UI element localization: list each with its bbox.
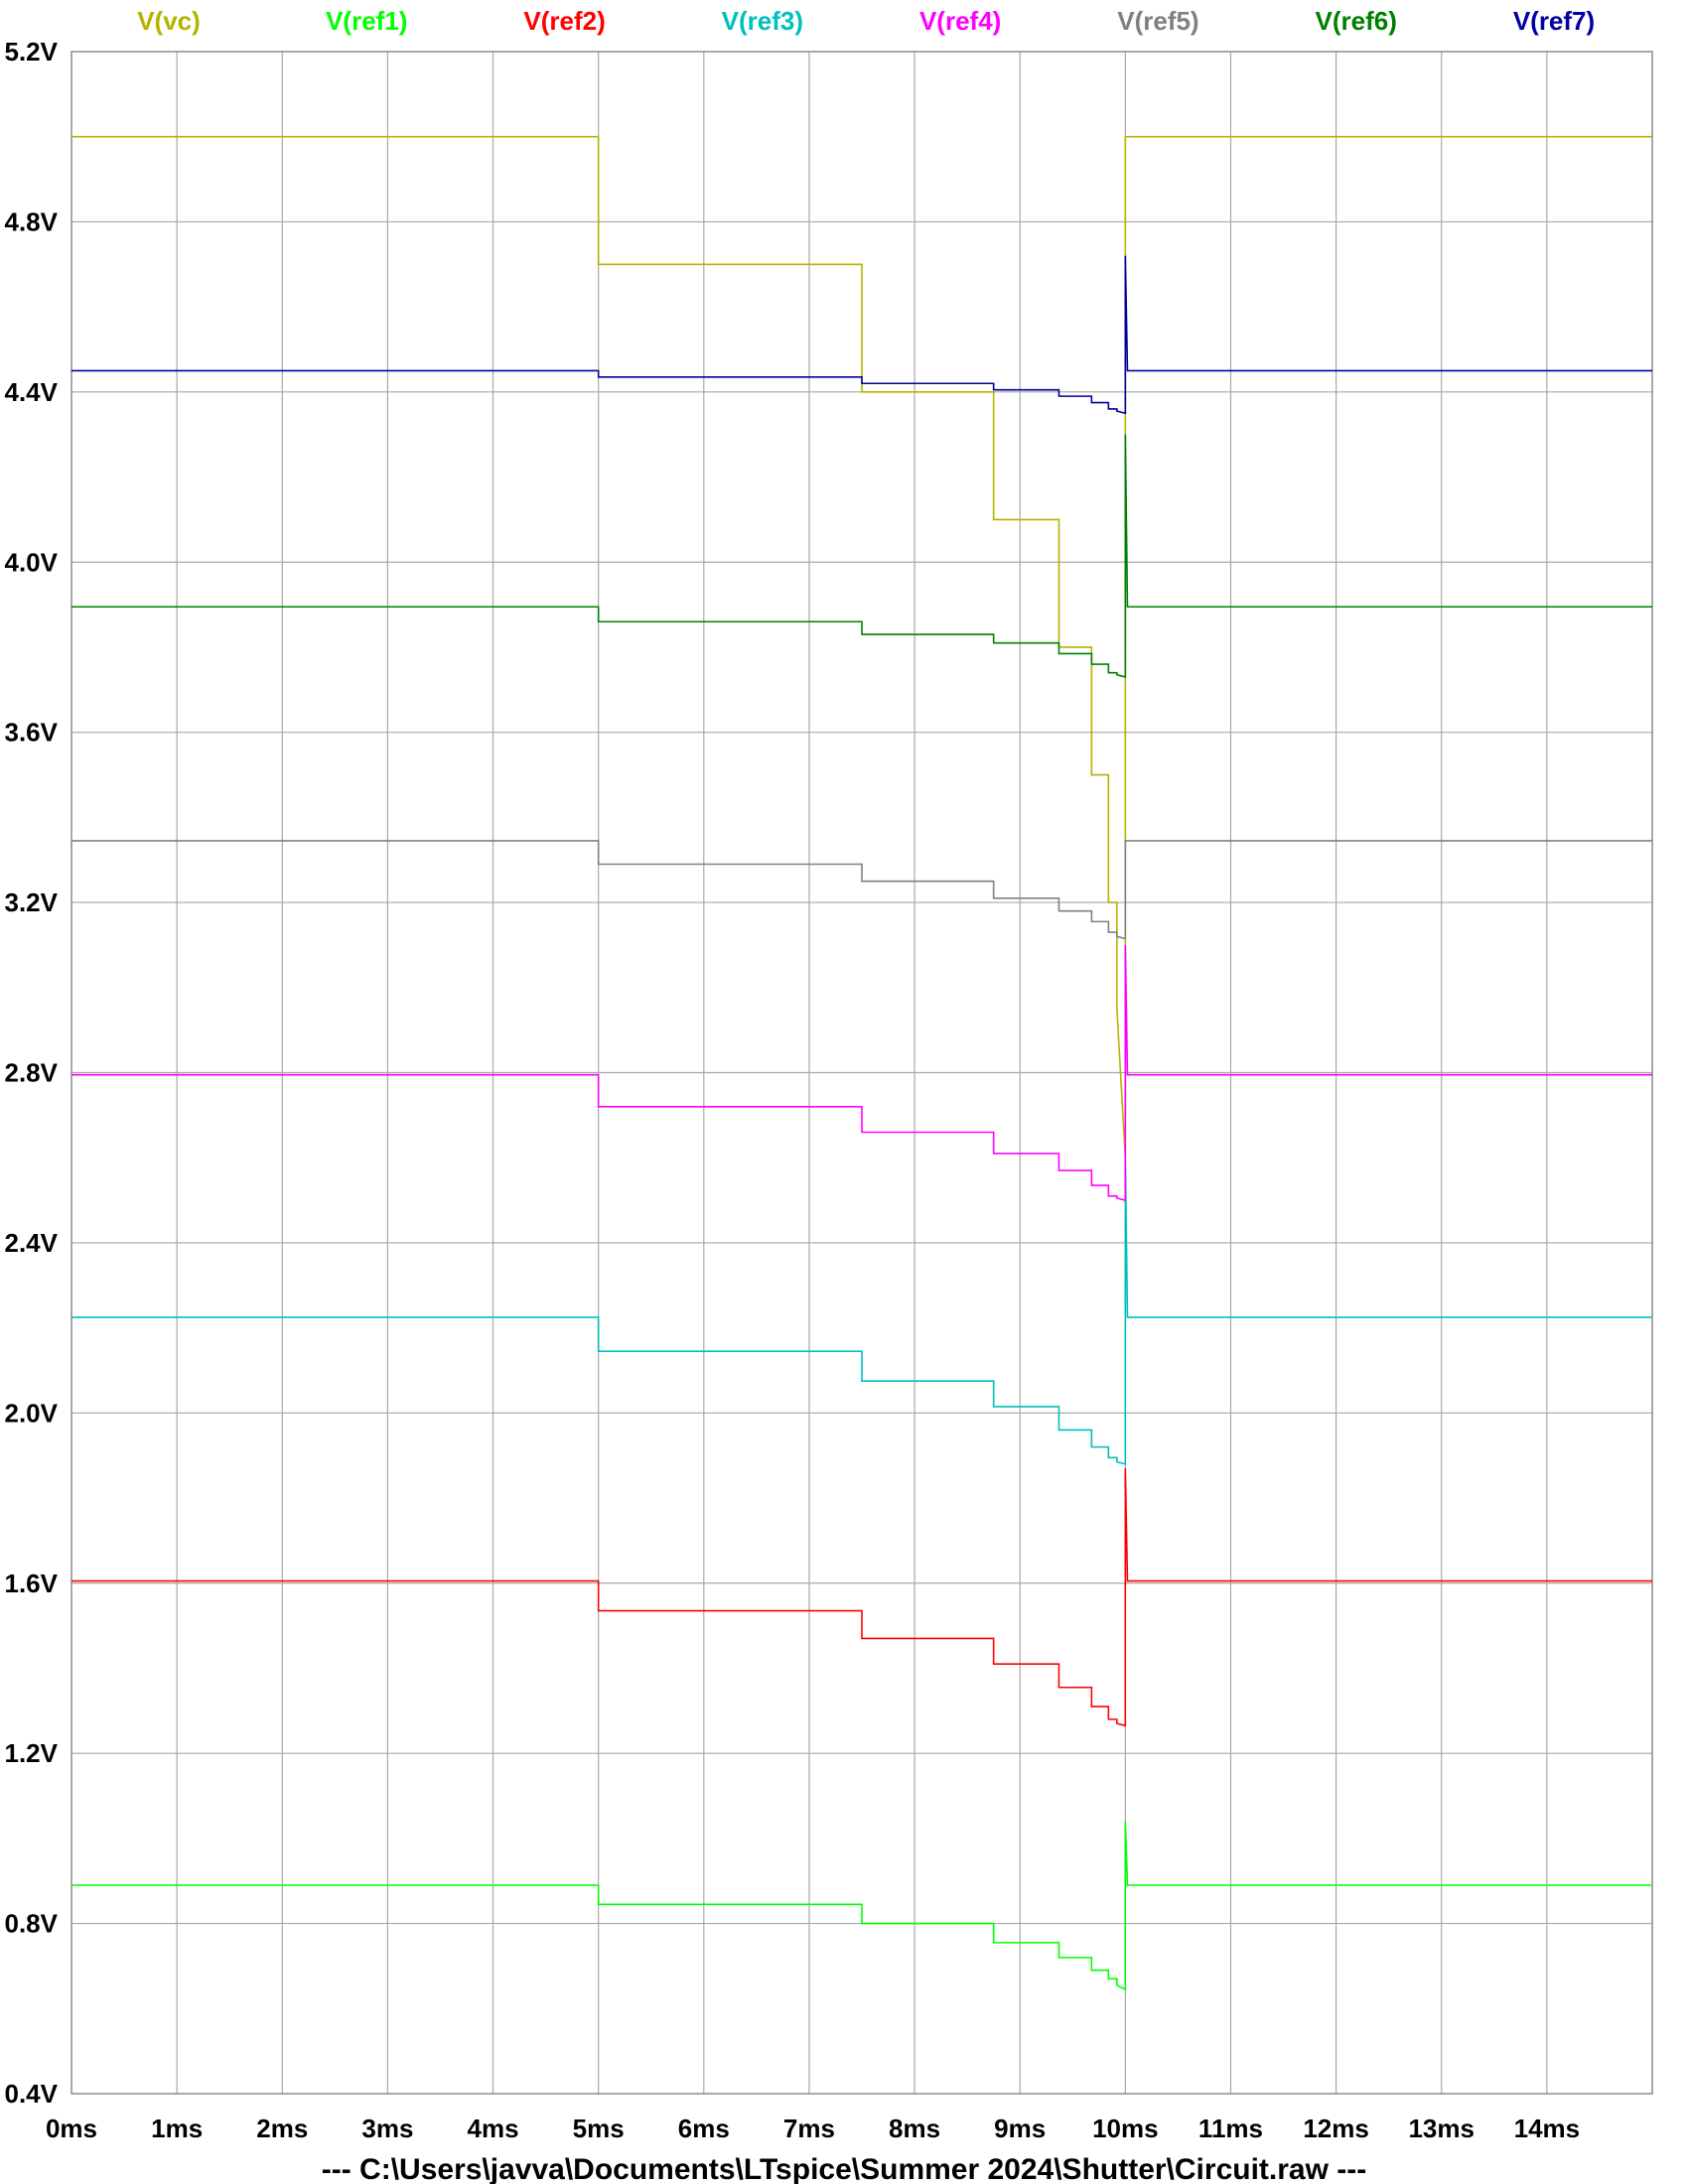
y-tick-label: 3.6V: [5, 718, 59, 748]
y-tick-label: 1.2V: [5, 1738, 59, 1768]
legend-entry-v-ref3[interactable]: V(ref3): [722, 6, 803, 36]
x-tick-label: 8ms: [889, 2114, 940, 2143]
y-tick-label: 5.2V: [5, 37, 59, 67]
x-tick-label: 2ms: [256, 2114, 308, 2143]
legend-entry-v-ref6[interactable]: V(ref6): [1316, 6, 1397, 36]
x-tick-label: 7ms: [783, 2114, 835, 2143]
series-trace-v-ref7: [71, 255, 1652, 415]
legend-entry-v-ref2[interactable]: V(ref2): [523, 6, 605, 36]
x-tick-label: 3ms: [361, 2114, 413, 2143]
y-tick-label: 2.8V: [5, 1058, 59, 1088]
x-tick-label: 1ms: [151, 2114, 203, 2143]
series-trace-v-ref6: [71, 434, 1652, 678]
raw-file-path: --- C:\Users\javva\Documents\LTspice\Sum…: [322, 2153, 1367, 2184]
legend-entry-v-ref7[interactable]: V(ref7): [1513, 6, 1595, 36]
y-axis-tick-labels: 0.4V 0.8V 1.2V 1.6V 2.0V 2.4V 2.8V 3.2V 3.6V 4.0V…: [5, 37, 59, 2109]
x-tick-label: 0ms: [46, 2114, 97, 2143]
x-tick-label: 5ms: [573, 2114, 625, 2143]
x-tick-label: 14ms: [1514, 2114, 1581, 2143]
series-trace-v-ref5: [71, 840, 1652, 940]
x-tick-label: 4ms: [468, 2114, 519, 2143]
y-tick-label: 4.0V: [5, 547, 59, 577]
x-tick-label: 12ms: [1303, 2114, 1369, 2143]
x-tick-label: 13ms: [1408, 2114, 1475, 2143]
series-trace-v-ref4: [71, 944, 1652, 1202]
x-axis-tick-labels: 0ms 1ms 2ms 3ms 4ms 5ms 6ms 7ms 8ms 9ms 10ms 11ms 12…: [46, 2114, 1580, 2143]
y-tick-label: 0.8V: [5, 1909, 59, 1939]
y-tick-label: 2.0V: [5, 1398, 59, 1428]
x-tick-label: 6ms: [678, 2114, 730, 2143]
legend-entry-v-ref5[interactable]: V(ref5): [1117, 6, 1198, 36]
x-tick-label: 9ms: [994, 2114, 1046, 2143]
x-tick-label: 10ms: [1092, 2114, 1159, 2143]
y-tick-label: 2.4V: [5, 1228, 59, 1258]
y-tick-label: 4.4V: [5, 377, 59, 407]
plot-frame: [70, 51, 1653, 2095]
series-trace-v-ref1: [71, 1821, 1652, 1991]
y-tick-label: 3.2V: [5, 887, 59, 917]
series-traces: [71, 135, 1652, 1991]
series-trace-v-ref3: [71, 1158, 1652, 1465]
series-trace-v-ref2: [71, 1468, 1652, 1727]
legend-entry-v-vc[interactable]: V(vc): [137, 6, 201, 36]
y-tick-label: 0.4V: [5, 2079, 59, 2109]
legend[interactable]: V(vc) V(ref1) V(ref2) V(ref3) V(ref4) V(ref5)…: [137, 6, 1595, 36]
y-tick-label: 1.6V: [5, 1569, 59, 1598]
legend-entry-v-ref4[interactable]: V(ref4): [919, 6, 1001, 36]
series-trace-v-vc: [71, 135, 1652, 1159]
x-tick-label: 11ms: [1198, 2114, 1263, 2143]
legend-entry-v-ref1[interactable]: V(ref1): [326, 6, 407, 36]
y-tick-label: 4.8V: [5, 206, 59, 236]
grid: [71, 52, 1652, 2094]
